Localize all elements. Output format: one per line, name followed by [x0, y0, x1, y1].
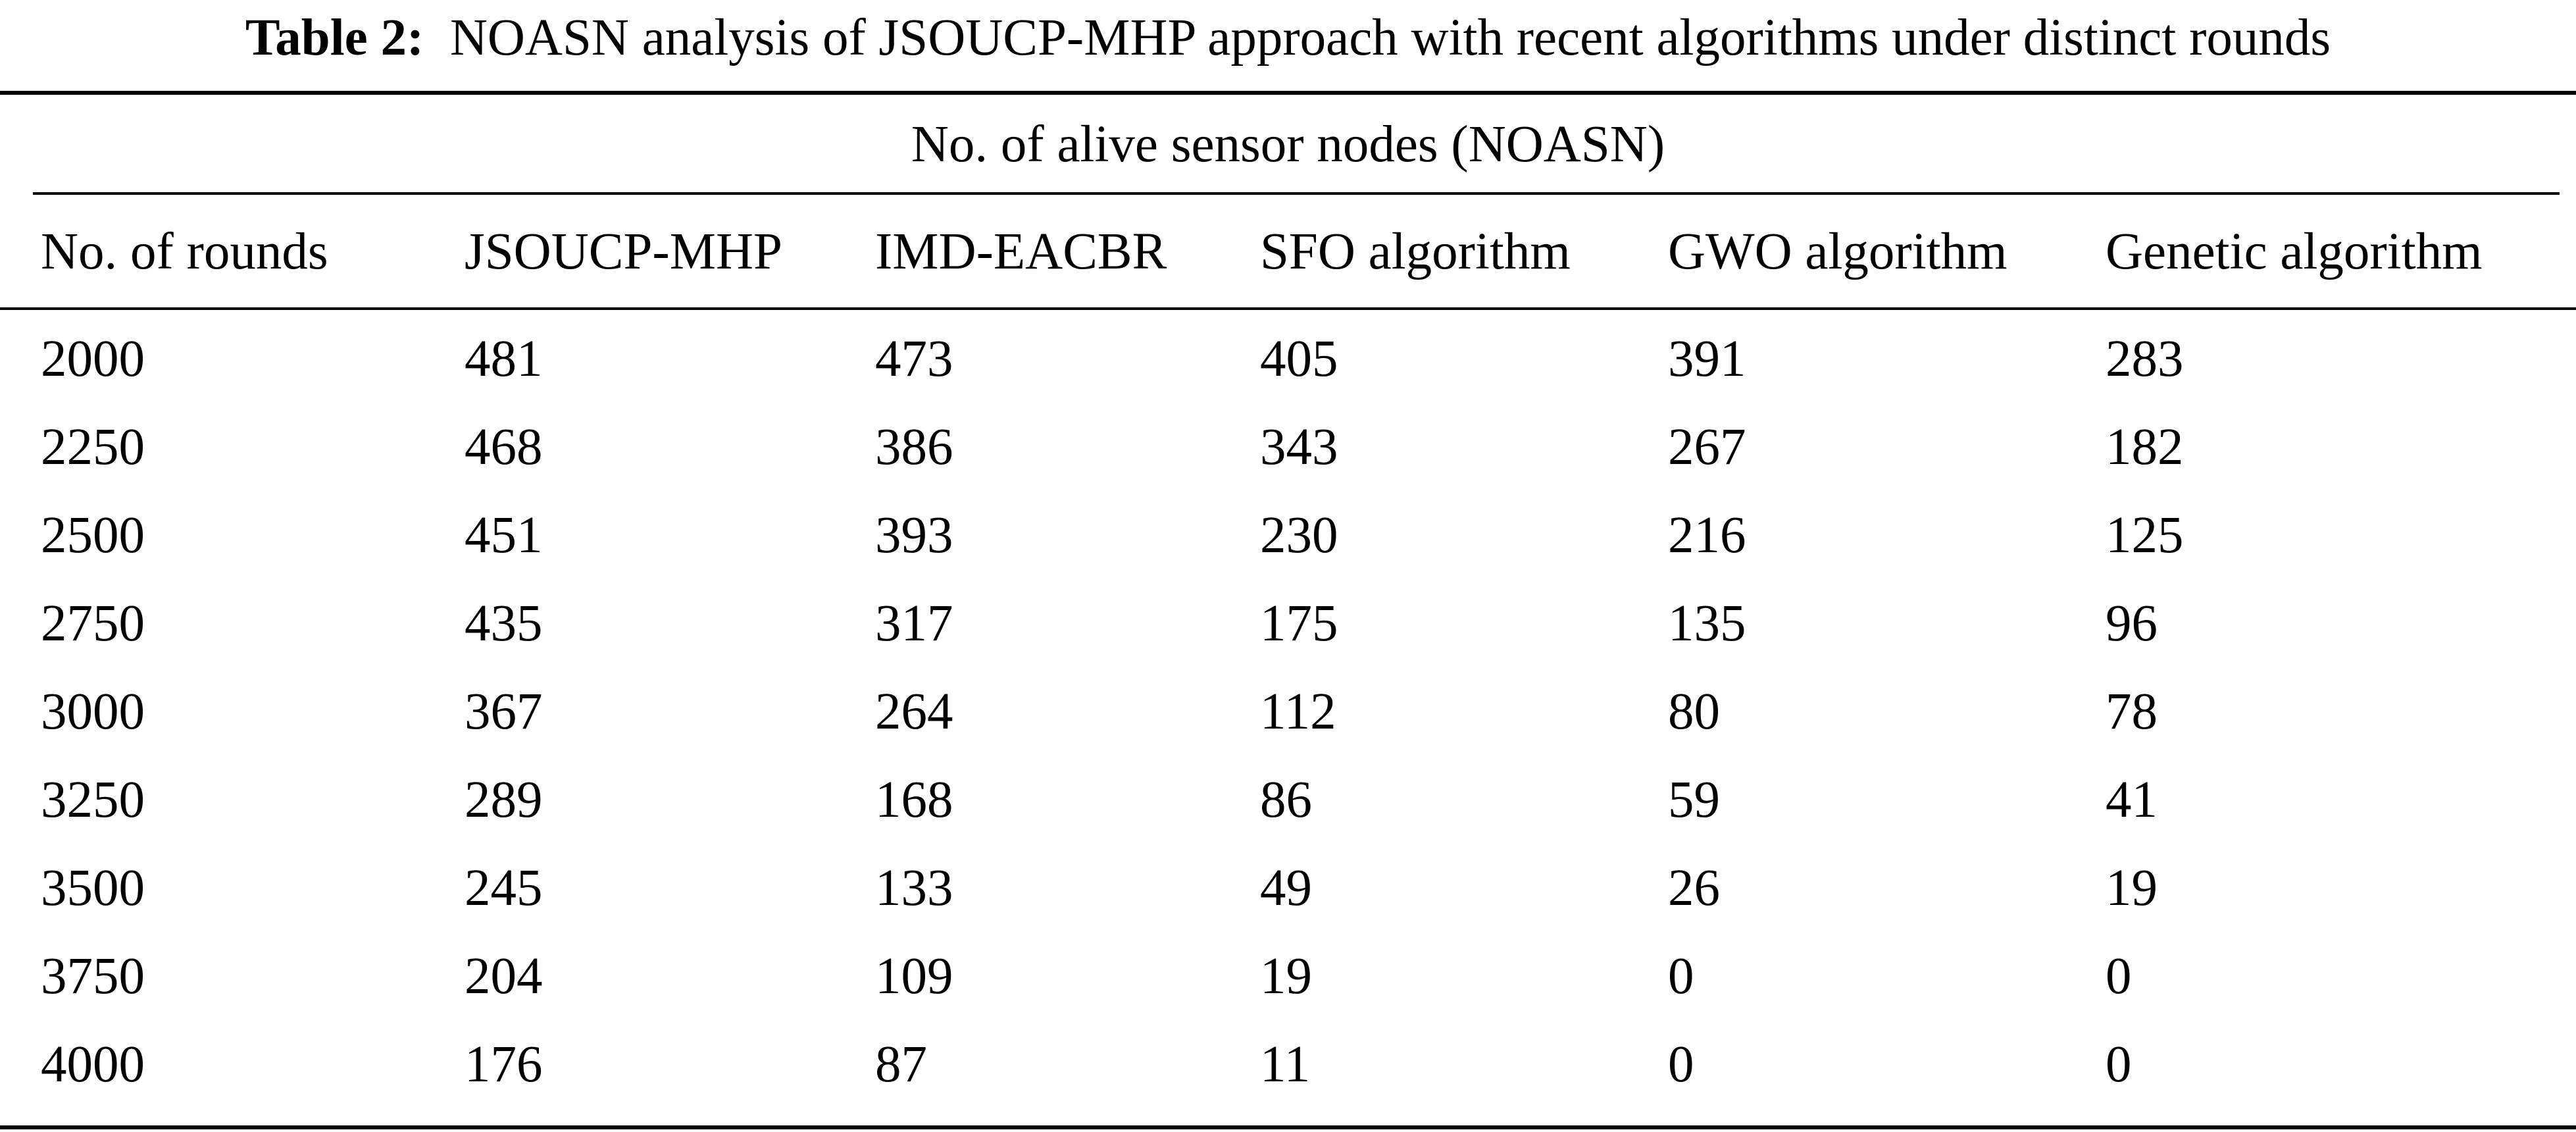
table-row: 2250 468 386 343 267 182 [0, 403, 2576, 492]
table-caption: Table 2: NOASN analysis of JSOUCP-MHP ap… [0, 0, 2576, 76]
table-cell: 3750 [41, 948, 145, 1005]
table-row: 3500 245 133 49 26 19 [0, 844, 2576, 933]
table-cell: 405 [1260, 330, 1338, 388]
table-row: 2500 451 393 230 216 125 [0, 492, 2576, 580]
table-cell: 112 [1260, 683, 1336, 740]
table-cell: 204 [465, 948, 543, 1005]
data-table: No. of rounds JSOUCP-MHP IMD-EACBR SFO a… [0, 197, 2576, 1109]
table-row: 2000 481 473 405 391 283 [0, 306, 2576, 403]
table-cell: 11 [1260, 1036, 1311, 1093]
table-cell: 19 [2106, 860, 2158, 917]
table-cell: 343 [1260, 419, 1338, 476]
table-cell: 78 [2106, 683, 2158, 740]
column-header-imd-eacbr: IMD-EACBR [875, 222, 1167, 280]
table-row: 3750 204 109 19 0 0 [0, 933, 2576, 1021]
table-body: 2000 481 473 405 391 283 2250 468 386 34… [0, 306, 2576, 1109]
table-row: 2750 435 317 175 135 96 [0, 580, 2576, 668]
table-cell: 19 [1260, 948, 1312, 1005]
table-cell: 386 [875, 419, 953, 476]
table-row: 4000 176 87 11 0 0 [0, 1021, 2576, 1109]
table-cell: 86 [1260, 771, 1312, 829]
group-rule [33, 192, 2560, 195]
top-rule [0, 91, 2576, 95]
table-cell: 230 [1260, 507, 1338, 564]
table-cell: 3500 [41, 860, 145, 917]
table-cell: 3250 [41, 771, 145, 829]
table-cell: 435 [465, 595, 543, 652]
table-cell: 80 [1668, 683, 1720, 740]
table-cell: 176 [465, 1036, 543, 1093]
column-header-gwo: GWO algorithm [1668, 222, 2008, 280]
table-cell: 283 [2106, 330, 2184, 388]
caption-text: NOASN analysis of JSOUCP-MHP approach wi… [449, 9, 2331, 66]
table-cell: 2750 [41, 595, 145, 652]
table-cell: 289 [465, 771, 543, 829]
table-cell: 0 [1668, 1036, 1694, 1093]
table-cell: 245 [465, 860, 543, 917]
table-cell: 4000 [41, 1036, 145, 1093]
header-rule [0, 307, 2576, 310]
table-cell: 125 [2106, 507, 2184, 564]
table-cell: 49 [1260, 860, 1312, 917]
table-cell: 175 [1260, 595, 1338, 652]
table-cell: 0 [1668, 948, 1694, 1005]
table-cell: 481 [465, 330, 543, 388]
table-cell: 168 [875, 771, 953, 829]
table-cell: 2500 [41, 507, 145, 564]
table-cell: 41 [2106, 771, 2158, 829]
column-header-genetic: Genetic algorithm [2106, 222, 2483, 280]
table-cell: 87 [875, 1036, 927, 1093]
caption-label: Table 2: [245, 9, 424, 66]
table-cell: 393 [875, 507, 953, 564]
table-cell: 2000 [41, 330, 145, 388]
table-cell: 59 [1668, 771, 1720, 829]
column-header-rounds: No. of rounds [41, 222, 328, 280]
table-cell: 133 [875, 860, 953, 917]
table-cell: 216 [1668, 507, 1746, 564]
table-cell: 264 [875, 683, 953, 740]
table-cell: 317 [875, 595, 953, 652]
table-cell: 3000 [41, 683, 145, 740]
table-cell: 26 [1668, 860, 1720, 917]
table-cell: 0 [2106, 1036, 2132, 1093]
table-cell: 182 [2106, 419, 2184, 476]
column-header-sfo: SFO algorithm [1260, 222, 1571, 280]
header-row: No. of rounds JSOUCP-MHP IMD-EACBR SFO a… [0, 197, 2576, 306]
table-cell: 451 [465, 507, 543, 564]
table-cell: 473 [875, 330, 953, 388]
table-row: 3250 289 168 86 59 41 [0, 756, 2576, 844]
table-cell: 109 [875, 948, 953, 1005]
table-cell: 468 [465, 419, 543, 476]
group-header: No. of alive sensor nodes (NOASN) [911, 116, 1665, 173]
table-cell: 391 [1668, 330, 1746, 388]
table-cell: 96 [2106, 595, 2158, 652]
column-header-jsoucp-mhp: JSOUCP-MHP [465, 222, 782, 280]
table-cell: 2250 [41, 419, 145, 476]
bottom-rule [0, 1125, 2576, 1129]
table-cell: 267 [1668, 419, 1746, 476]
table-cell: 135 [1668, 595, 1746, 652]
table-cell: 0 [2106, 948, 2132, 1005]
table-cell: 367 [465, 683, 543, 740]
table-row: 3000 367 264 112 80 78 [0, 668, 2576, 756]
